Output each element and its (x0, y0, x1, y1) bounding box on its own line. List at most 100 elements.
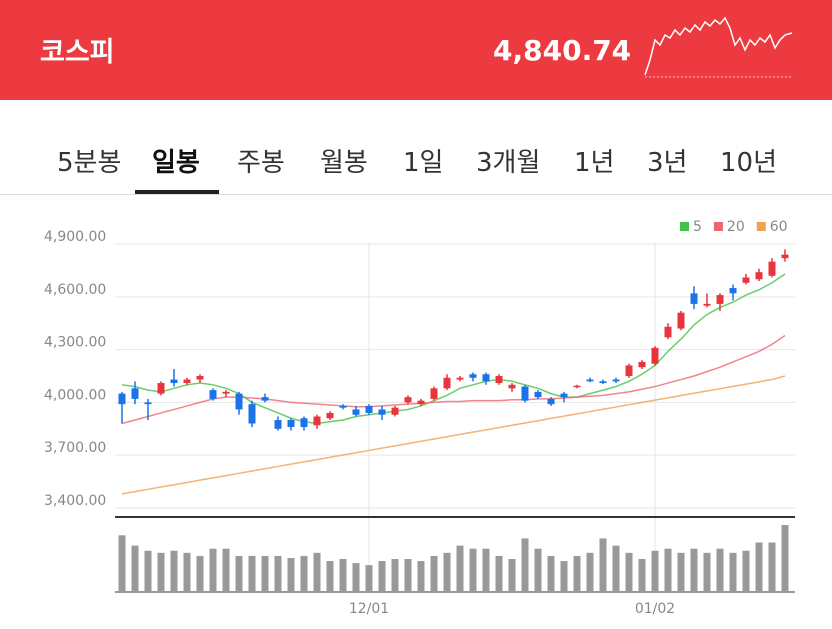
moving-average (121, 334, 786, 425)
volume-bar (352, 563, 360, 592)
candle-body (352, 409, 360, 415)
candle-body (274, 420, 282, 429)
candle-body (690, 293, 698, 304)
candle-body (781, 254, 789, 259)
candle-body (144, 402, 152, 405)
volume-bar (560, 561, 568, 592)
header: 코스피 4,840.74 (0, 0, 832, 100)
moving-average (121, 273, 786, 425)
volume-bar (170, 550, 178, 592)
y-tick-label: 3,400.00 (44, 493, 106, 509)
candle-body (495, 376, 503, 384)
legend-label: 5 (693, 219, 702, 235)
volume-bar (651, 550, 659, 592)
candle-body (313, 416, 321, 426)
candle-body (768, 261, 776, 276)
volume-bar (690, 548, 698, 592)
candle-body (625, 365, 633, 377)
volume-bar (586, 552, 594, 592)
tab-underline (135, 190, 219, 194)
volume-bar (339, 559, 347, 592)
volume-bar (131, 545, 139, 592)
volume-bar (443, 552, 451, 592)
candle-body (755, 272, 763, 280)
candle-body (586, 379, 594, 382)
y-tick-label: 3,700.00 (44, 440, 106, 456)
y-tick-label: 4,300.00 (44, 335, 106, 351)
candle-body (196, 376, 204, 380)
volume-bar (638, 559, 646, 592)
y-tick-label: 4,600.00 (44, 282, 106, 298)
candle-body (482, 374, 490, 382)
volume-bar (196, 555, 204, 592)
volume-bar (274, 555, 282, 592)
volume-bar (209, 548, 217, 592)
tab[interactable]: 1일 (403, 148, 444, 178)
volume-bar (612, 545, 620, 592)
volume-bar (157, 552, 165, 592)
candle-body (664, 326, 672, 338)
volume-bar (534, 548, 542, 592)
sparkline (644, 16, 793, 78)
volume-bar (118, 535, 126, 592)
candle-body (716, 295, 724, 304)
tab[interactable]: 주봉 (237, 148, 285, 178)
tab[interactable]: 3년 (647, 148, 688, 178)
volume-bar (248, 555, 256, 592)
legend-label: 60 (770, 219, 788, 235)
candle-body (378, 409, 386, 415)
candle-body (131, 388, 139, 399)
candle-body (209, 390, 217, 399)
volume-bar (261, 555, 269, 592)
tab[interactable]: 1년 (574, 148, 615, 178)
y-tick-label: 4,900.00 (44, 229, 106, 245)
candle-body (508, 384, 516, 389)
volume-bar (183, 552, 191, 592)
candle-body (183, 379, 191, 384)
candle-body (560, 393, 568, 398)
candle-body (703, 303, 711, 306)
index-price: 4,840.74 (493, 34, 632, 67)
candle-body (547, 398, 555, 405)
candle-body (573, 385, 581, 388)
volume-bar (222, 548, 230, 592)
tab[interactable]: 5분봉 (57, 148, 122, 178)
volume-bar (391, 559, 399, 592)
candle-body (339, 405, 347, 408)
volume-bar (430, 555, 438, 592)
index-title: 코스피 (40, 37, 115, 68)
tab[interactable]: 10년 (720, 148, 778, 178)
candle-body (742, 277, 750, 283)
candle-body (235, 393, 243, 410)
volume-bar (508, 559, 516, 592)
candle-body (261, 397, 269, 401)
volume-bar (313, 552, 321, 592)
candle-body (287, 420, 295, 428)
volume-bar (326, 561, 334, 592)
volume-bar (742, 550, 750, 592)
candle-body (391, 407, 399, 415)
candle-body (326, 412, 334, 419)
candle-body (248, 404, 256, 424)
moving-average (121, 375, 786, 495)
volume-bar (456, 545, 464, 592)
candle-body (534, 391, 542, 398)
volume-bar (235, 555, 243, 592)
volume-bar (703, 552, 711, 592)
volume-bar (144, 550, 152, 592)
candle-body (612, 379, 620, 382)
volume-bar (599, 538, 607, 592)
legend-swatch (756, 222, 766, 231)
candle-body (417, 400, 425, 405)
candle-body (222, 391, 230, 394)
tab[interactable]: 일봉 (152, 148, 200, 178)
candle-body (456, 377, 464, 380)
x-tick-label: 01/02 (635, 601, 675, 617)
tab[interactable]: 월봉 (320, 148, 368, 178)
legend-label: 20 (727, 219, 745, 235)
volume-bar (469, 548, 477, 592)
volume-bar (573, 555, 581, 592)
tab[interactable]: 3개월 (476, 148, 541, 178)
